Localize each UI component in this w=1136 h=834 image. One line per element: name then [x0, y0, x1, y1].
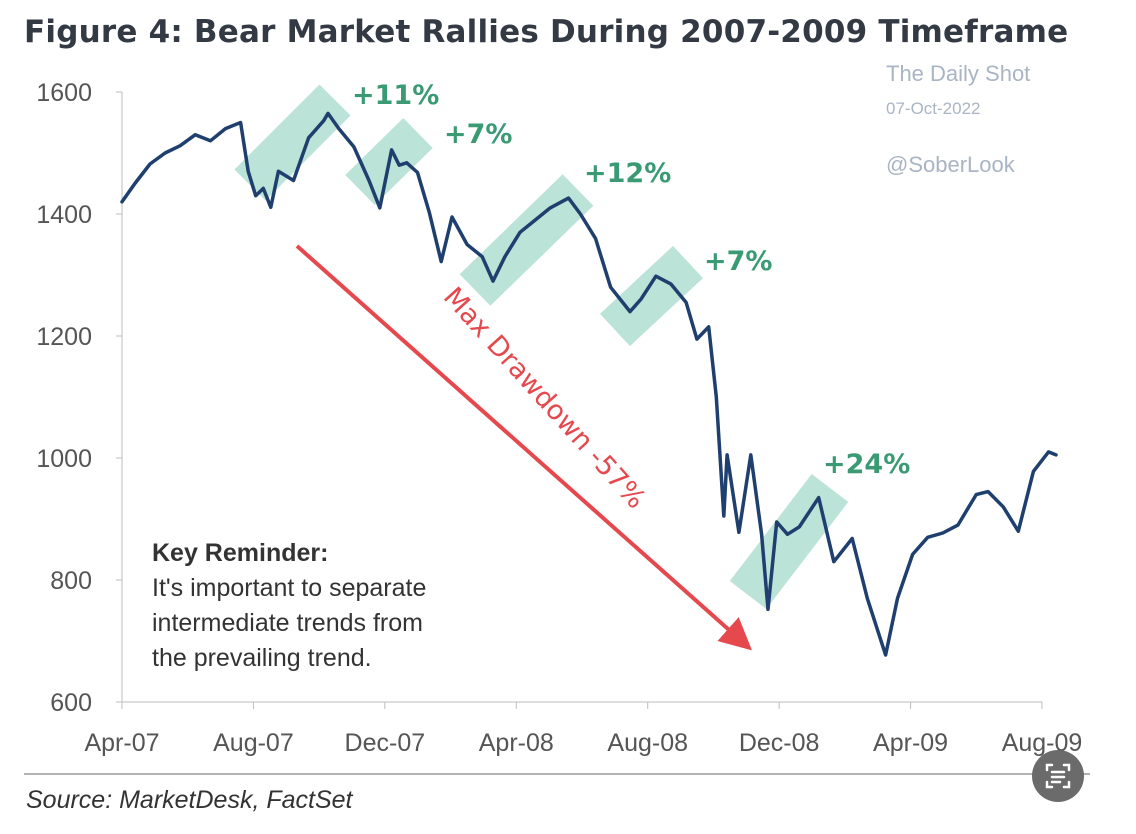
drawdown-arrow	[295, 244, 752, 651]
rally-band	[600, 245, 703, 347]
rally-band	[234, 84, 351, 201]
y-tick-label: 1400	[36, 201, 92, 229]
watermark-publisher: The Daily Shot	[886, 61, 1031, 86]
rally-labels: +11%+7%+12%+7%+24%	[352, 80, 910, 480]
x-tick-label: Dec-07	[345, 729, 426, 757]
y-tick-label: 1000	[36, 445, 92, 473]
y-tick-label: 800	[50, 567, 92, 595]
price-series	[120, 111, 1058, 657]
rally-label: +7%	[704, 246, 772, 277]
price-line	[120, 111, 1058, 657]
y-tick-label: 1200	[36, 323, 92, 351]
x-tick-label: Apr-07	[84, 729, 159, 757]
key-reminder-line: It's important to separate	[152, 574, 427, 602]
source-note: Source: MarketDesk, FactSet	[26, 786, 353, 814]
rally-band	[459, 174, 594, 306]
rally-band	[729, 474, 849, 609]
y-tick-label: 1600	[36, 79, 92, 107]
x-tick-label: Aug-08	[607, 729, 688, 757]
key-reminder: Key Reminder: It's important to separate…	[152, 536, 426, 676]
scan-text-icon[interactable]	[1032, 750, 1084, 802]
x-tick-labels: Apr-07 Aug-07 Dec-07 Apr-08 Aug-08 Dec-08 Apr-…	[84, 702, 1082, 757]
watermark-handle: @SoberLook	[886, 152, 1015, 177]
y-tick-labels: 1600 1400 1200 1000 800 600	[36, 79, 122, 717]
key-reminder-line: intermediate trends from	[152, 609, 423, 637]
rally-bands	[234, 84, 849, 609]
rally-label: +7%	[444, 119, 512, 150]
key-reminder-title: Key Reminder:	[152, 539, 329, 567]
x-tick-label: Dec-08	[739, 729, 820, 757]
x-tick-label: Apr-08	[479, 729, 554, 757]
x-tick-label: Aug-07	[213, 729, 294, 757]
watermark-date: 07-Oct-2022	[886, 99, 981, 118]
y-tick-label: 600	[50, 689, 92, 717]
rally-label: +24%	[823, 449, 910, 480]
rally-label: +12%	[584, 158, 671, 189]
rally-label: +11%	[352, 80, 439, 111]
chart-title: Figure 4: Bear Market Rallies During 200…	[24, 14, 1069, 50]
key-reminder-line: the prevailing trend.	[152, 644, 372, 672]
chart-axes	[121, 92, 1042, 703]
x-tick-label: Apr-09	[873, 729, 948, 757]
